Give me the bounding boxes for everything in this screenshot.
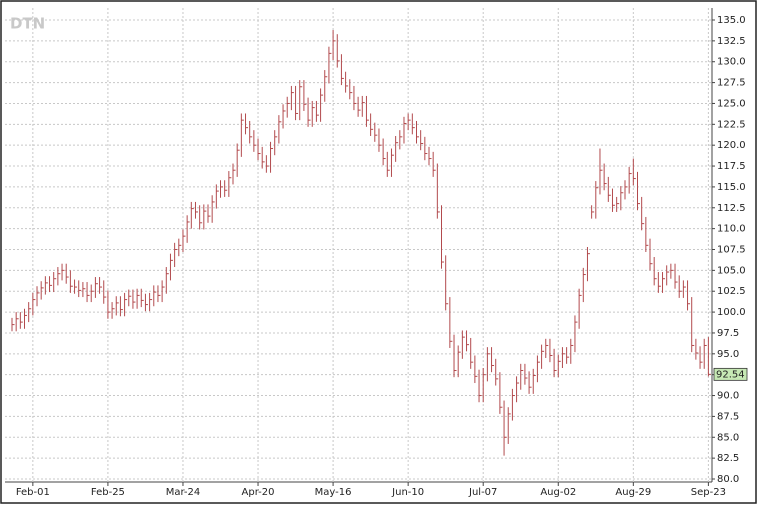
y-tick-label: 80.0: [717, 474, 739, 485]
x-tick-label: Aug-02: [540, 487, 576, 498]
y-tick-label: 90.0: [717, 391, 739, 402]
y-tick-label: 85.0: [717, 432, 739, 443]
y-tick-label: 105.0: [717, 265, 746, 276]
y-tick-label: 97.5: [717, 328, 739, 339]
x-tick-label: Jun-10: [391, 487, 424, 498]
y-tick-label: 95.0: [717, 349, 739, 360]
y-tick-label: 100.0: [717, 307, 746, 318]
x-tick-label: Apr-20: [242, 487, 275, 498]
x-tick-label: Aug-29: [615, 487, 651, 498]
y-tick-label: 82.5: [717, 453, 739, 464]
y-tick-label: 132.5: [717, 36, 746, 47]
y-tick-label: 102.5: [717, 286, 746, 297]
x-tick-label: May-16: [315, 487, 352, 498]
x-tick-label: Feb-01: [16, 487, 50, 498]
watermark: DTN: [10, 15, 45, 33]
y-tick-label: 107.5: [717, 245, 746, 256]
y-tick-label: 115.0: [717, 182, 746, 193]
y-tick-label: 110.0: [717, 224, 746, 235]
y-tick-label: 122.5: [717, 119, 746, 130]
y-tick-label: 120.0: [717, 140, 746, 151]
y-tick-label: 130.0: [717, 57, 746, 68]
x-tick-label: Jul-07: [468, 487, 497, 498]
x-tick-label: Feb-25: [91, 487, 125, 498]
y-tick-label: 135.0: [717, 15, 746, 26]
y-tick-label: 127.5: [717, 78, 746, 89]
x-tick-label: Sep-23: [691, 487, 726, 498]
last-price-box: [713, 367, 748, 381]
y-tick-label: 112.5: [717, 203, 746, 214]
y-tick-label: 117.5: [717, 161, 746, 172]
last-price-label: 92.54: [716, 369, 745, 380]
y-tick-label: 125.0: [717, 98, 746, 109]
x-tick-label: Mar-24: [166, 487, 201, 498]
y-tick-label: 87.5: [717, 411, 739, 422]
